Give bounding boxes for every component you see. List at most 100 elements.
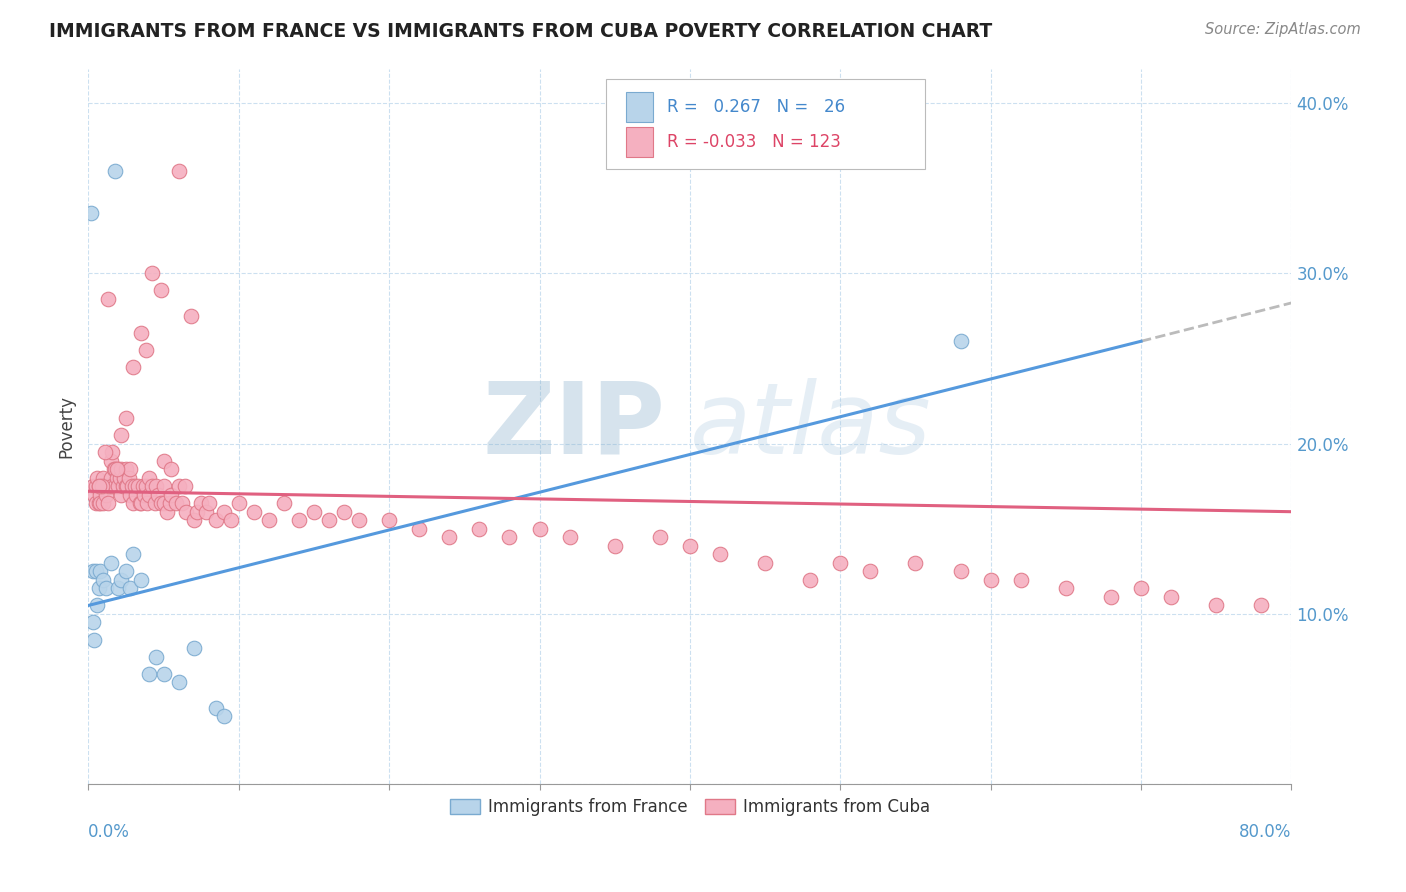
Point — [100, 453, 122, 467]
Point — [138, 666, 160, 681]
Point — [104, 479, 127, 493]
Text: 80.0%: 80.0% — [1239, 823, 1292, 841]
Point — [96, 488, 118, 502]
Point — [219, 513, 242, 527]
Point — [115, 565, 138, 579]
Point — [115, 479, 138, 493]
Point — [145, 479, 167, 493]
Point — [1250, 599, 1272, 613]
Point — [197, 496, 219, 510]
Point — [114, 470, 136, 484]
Point — [89, 565, 111, 579]
Point — [120, 488, 142, 502]
Point — [205, 513, 228, 527]
Point — [98, 479, 121, 493]
Point — [101, 479, 124, 493]
Point — [89, 496, 111, 510]
Point — [318, 513, 340, 527]
Point — [149, 283, 172, 297]
Point — [115, 462, 138, 476]
Point — [117, 479, 139, 493]
Point — [82, 615, 104, 630]
Point — [120, 462, 142, 476]
Point — [136, 496, 159, 510]
Point — [152, 453, 174, 467]
Bar — [626, 127, 652, 157]
Point — [859, 565, 882, 579]
Text: atlas: atlas — [690, 378, 932, 475]
Point — [141, 479, 163, 493]
Point — [108, 470, 131, 484]
Point — [138, 488, 160, 502]
Point — [90, 479, 112, 493]
Point — [107, 462, 129, 476]
Point — [124, 479, 146, 493]
Point — [194, 505, 217, 519]
Text: IMMIGRANTS FROM FRANCE VS IMMIGRANTS FROM CUBA POVERTY CORRELATION CHART: IMMIGRANTS FROM FRANCE VS IMMIGRANTS FRO… — [49, 22, 993, 41]
Point — [100, 470, 122, 484]
Point — [949, 565, 972, 579]
Point — [1130, 582, 1153, 596]
Point — [603, 539, 626, 553]
Point — [118, 470, 141, 484]
Point — [302, 505, 325, 519]
Point — [105, 470, 128, 484]
Point — [128, 496, 150, 510]
Point — [830, 556, 852, 570]
Point — [125, 488, 148, 502]
Point — [115, 411, 138, 425]
Point — [143, 496, 166, 510]
Point — [1054, 582, 1077, 596]
Point — [121, 479, 143, 493]
Point — [408, 522, 430, 536]
Point — [149, 496, 172, 510]
Point — [80, 206, 103, 220]
Point — [378, 513, 401, 527]
Point — [86, 470, 108, 484]
Y-axis label: Poverty: Poverty — [58, 395, 75, 458]
Point — [131, 479, 153, 493]
Point — [170, 496, 193, 510]
Point — [104, 163, 127, 178]
Point — [288, 513, 311, 527]
Point — [110, 462, 132, 476]
Point — [96, 582, 118, 596]
Point — [87, 582, 110, 596]
Point — [129, 573, 152, 587]
Point — [709, 547, 731, 561]
Point — [165, 496, 187, 510]
Point — [97, 292, 120, 306]
Text: ZIP: ZIP — [484, 378, 666, 475]
Point — [190, 496, 212, 510]
Point — [82, 565, 104, 579]
Point — [104, 462, 127, 476]
Point — [679, 539, 702, 553]
Point — [904, 556, 927, 570]
Point — [439, 530, 461, 544]
Point — [160, 462, 183, 476]
Point — [120, 582, 142, 596]
Point — [347, 513, 370, 527]
Point — [122, 496, 145, 510]
Point — [87, 496, 110, 510]
Point — [132, 488, 155, 502]
Point — [257, 513, 280, 527]
Point — [141, 266, 163, 280]
Point — [155, 505, 177, 519]
Point — [83, 632, 105, 647]
Point — [83, 488, 105, 502]
Point — [980, 573, 1002, 587]
Point — [86, 599, 108, 613]
Point — [97, 496, 120, 510]
Text: Source: ZipAtlas.com: Source: ZipAtlas.com — [1205, 22, 1361, 37]
Point — [529, 522, 551, 536]
Bar — [626, 92, 652, 122]
Point — [799, 573, 821, 587]
Point — [558, 530, 581, 544]
Point — [145, 649, 167, 664]
Point — [110, 488, 132, 502]
Point — [93, 573, 115, 587]
Text: R =   0.267   N =   26: R = 0.267 N = 26 — [666, 98, 845, 116]
Point — [152, 479, 174, 493]
Text: 0.0%: 0.0% — [89, 823, 131, 841]
